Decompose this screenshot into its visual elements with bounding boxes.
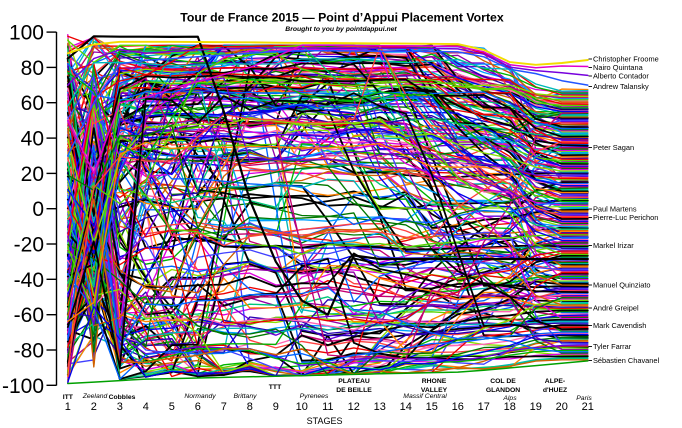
svg-text:PLATEAU: PLATEAU bbox=[338, 378, 370, 385]
svg-text:11: 11 bbox=[322, 401, 333, 413]
svg-text:100: 100 bbox=[9, 22, 44, 45]
svg-text:Sébastien Chavanel: Sébastien Chavanel bbox=[593, 356, 660, 365]
svg-text:0: 0 bbox=[32, 198, 44, 221]
svg-text:40: 40 bbox=[21, 128, 44, 151]
svg-text:Brought to you by pointdappui.: Brought to you by pointdappui.net bbox=[285, 26, 397, 33]
svg-text:Paul Martens: Paul Martens bbox=[593, 205, 637, 214]
svg-text:60: 60 bbox=[21, 92, 44, 115]
svg-text:12: 12 bbox=[348, 401, 360, 413]
svg-text:Andrew Talansky: Andrew Talansky bbox=[593, 82, 649, 91]
svg-text:-20: -20 bbox=[14, 234, 44, 257]
svg-text:Massif Central: Massif Central bbox=[403, 393, 447, 400]
svg-text:5: 5 bbox=[169, 401, 175, 413]
svg-text:Markel Irizar: Markel Irizar bbox=[593, 241, 634, 250]
svg-text:9: 9 bbox=[273, 401, 279, 413]
svg-text:Mark Cavendish: Mark Cavendish bbox=[593, 321, 646, 330]
svg-text:Brittany: Brittany bbox=[233, 393, 257, 400]
svg-text:6: 6 bbox=[195, 401, 201, 413]
svg-text:13: 13 bbox=[374, 401, 386, 413]
svg-text:Nairo Quintana: Nairo Quintana bbox=[593, 63, 644, 72]
svg-text:3: 3 bbox=[117, 401, 123, 413]
svg-text:Normandy: Normandy bbox=[184, 393, 216, 400]
svg-text:DE BEILLE: DE BEILLE bbox=[336, 387, 372, 394]
svg-text:Pierre-Luc Perichon: Pierre-Luc Perichon bbox=[593, 213, 658, 222]
svg-text:COL DE: COL DE bbox=[490, 378, 516, 385]
svg-text:Manuel Quinziato: Manuel Quinziato bbox=[593, 281, 651, 290]
svg-text:Christopher Froome: Christopher Froome bbox=[593, 55, 659, 64]
svg-text:1: 1 bbox=[65, 401, 71, 413]
svg-text:VALLEY: VALLEY bbox=[421, 387, 448, 394]
svg-text:André Greipel: André Greipel bbox=[593, 304, 639, 313]
svg-text:14: 14 bbox=[400, 401, 412, 413]
svg-text:d'HUEZ: d'HUEZ bbox=[543, 387, 567, 394]
svg-text:Alps: Alps bbox=[502, 395, 517, 402]
svg-text:19: 19 bbox=[530, 401, 542, 413]
svg-text:20: 20 bbox=[556, 401, 568, 413]
svg-text:ITT: ITT bbox=[63, 394, 74, 401]
svg-text:Pyrenees: Pyrenees bbox=[300, 393, 329, 400]
svg-text:GLANDON: GLANDON bbox=[486, 387, 520, 394]
svg-text:18: 18 bbox=[504, 401, 516, 413]
svg-text:21: 21 bbox=[582, 401, 594, 413]
svg-text:-60: -60 bbox=[14, 304, 44, 327]
svg-text:10: 10 bbox=[296, 401, 308, 413]
svg-text:TTT: TTT bbox=[269, 384, 282, 391]
svg-text:7: 7 bbox=[221, 401, 227, 413]
svg-text:Zeeland: Zeeland bbox=[82, 393, 108, 400]
svg-text:Paris: Paris bbox=[576, 395, 592, 402]
svg-text:Cobbles: Cobbles bbox=[109, 394, 136, 401]
svg-text:Alberto Contador: Alberto Contador bbox=[593, 72, 649, 81]
svg-text:Tour de France 2015 — Point d’: Tour de France 2015 — Point d’Appui Plac… bbox=[180, 11, 504, 25]
svg-text:Peter Sagan: Peter Sagan bbox=[593, 143, 634, 152]
svg-text:-40: -40 bbox=[14, 269, 44, 292]
svg-text:-100: -100 bbox=[2, 375, 44, 398]
svg-text:RHONE: RHONE bbox=[422, 378, 447, 385]
svg-text:-80: -80 bbox=[14, 340, 44, 363]
svg-text:Tyler Farrar: Tyler Farrar bbox=[593, 342, 632, 351]
svg-text:STAGES: STAGES bbox=[307, 416, 343, 426]
svg-text:4: 4 bbox=[143, 401, 149, 413]
svg-text:15: 15 bbox=[426, 401, 438, 413]
svg-text:17: 17 bbox=[478, 401, 490, 413]
svg-text:16: 16 bbox=[452, 401, 464, 413]
svg-text:80: 80 bbox=[21, 57, 44, 80]
svg-text:ALPE-: ALPE- bbox=[545, 378, 565, 385]
svg-text:20: 20 bbox=[21, 163, 44, 186]
svg-text:2: 2 bbox=[91, 401, 97, 413]
svg-text:8: 8 bbox=[247, 401, 253, 413]
